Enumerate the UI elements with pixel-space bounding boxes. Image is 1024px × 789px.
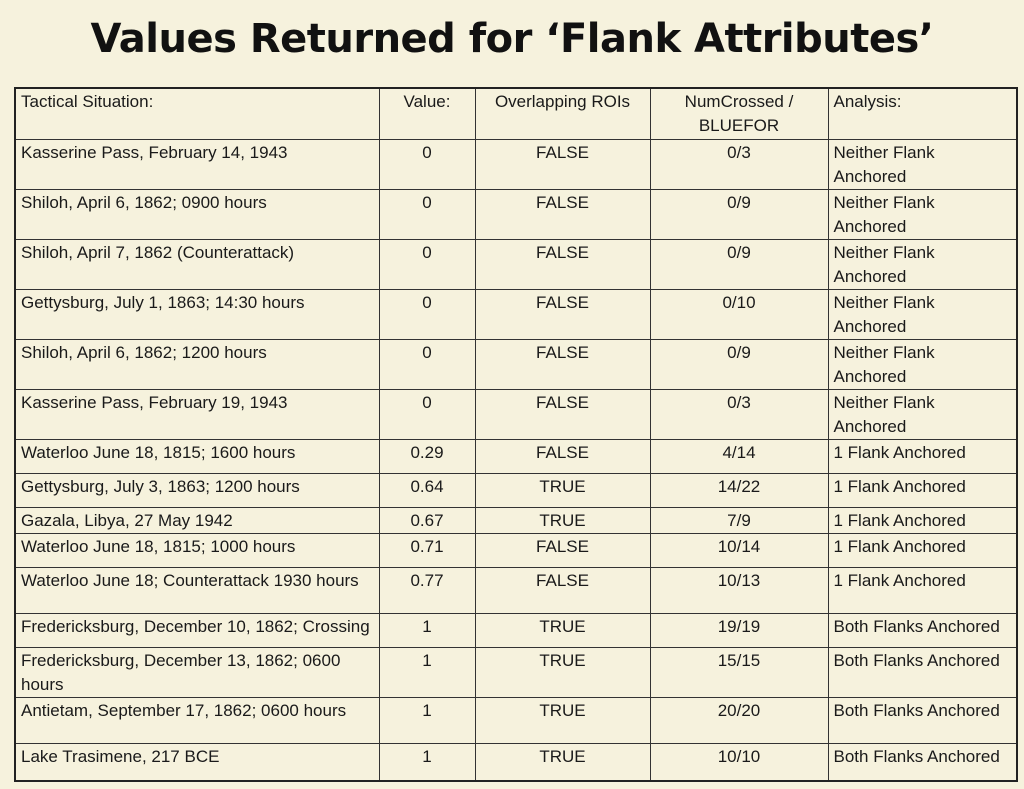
cell-overlapping-rois: FALSE xyxy=(474,238,651,290)
cell-numcrossed-bluefor: 10/10 xyxy=(649,742,829,782)
cell-analysis: Neither Flank Anchored xyxy=(827,238,1018,290)
table-row: Waterloo June 18, 1815; 1000 hours 0.71 FA… xyxy=(14,532,1018,568)
cell-overlapping-rois: FALSE xyxy=(474,388,651,440)
table-row: Waterloo June 18; Counterattack 1930 hou… xyxy=(14,566,1018,614)
cell-overlapping-rois: TRUE xyxy=(474,612,651,648)
cell-overlapping-rois: TRUE xyxy=(474,472,651,508)
cell-value: 0 xyxy=(378,188,476,240)
cell-analysis: Both Flanks Anchored xyxy=(827,646,1018,698)
cell-value: 0 xyxy=(378,288,476,340)
header-tactical-situation: Tactical Situation: xyxy=(14,87,380,140)
cell-analysis: Both Flanks Anchored xyxy=(827,696,1018,744)
cell-value: 0 xyxy=(378,238,476,290)
cell-overlapping-rois: FALSE xyxy=(474,338,651,390)
table-row: Kasserine Pass, February 19, 1943 0 FALSE 0… xyxy=(14,388,1018,440)
cell-numcrossed-bluefor: 19/19 xyxy=(649,612,829,648)
table-row: Kasserine Pass, February 14, 1943 0 FALSE 0… xyxy=(14,138,1018,190)
cell-analysis: Neither Flank Anchored xyxy=(827,338,1018,390)
cell-tactical-situation: Fredericksburg, December 10, 1862; Cross… xyxy=(14,612,380,648)
cell-value: 1 xyxy=(378,696,476,744)
cell-overlapping-rois: TRUE xyxy=(474,506,651,534)
cell-value: 0.71 xyxy=(378,532,476,568)
cell-value: 0.77 xyxy=(378,566,476,614)
cell-numcrossed-bluefor: 10/13 xyxy=(649,566,829,614)
header-overlapping-rois: Overlapping ROIs xyxy=(474,87,651,140)
cell-analysis: Neither Flank Anchored xyxy=(827,288,1018,340)
cell-numcrossed-bluefor: 0/3 xyxy=(649,388,829,440)
cell-numcrossed-bluefor: 20/20 xyxy=(649,696,829,744)
cell-tactical-situation: Shiloh, April 6, 1862; 1200 hours xyxy=(14,338,380,390)
cell-value: 0 xyxy=(378,338,476,390)
cell-numcrossed-bluefor: 0/9 xyxy=(649,188,829,240)
header-analysis: Analysis: xyxy=(827,87,1018,140)
table-row: Shiloh, April 6, 1862; 0900 hours 0 FALSE 0… xyxy=(14,188,1018,240)
cell-overlapping-rois: TRUE xyxy=(474,696,651,744)
cell-value: 0.29 xyxy=(378,438,476,474)
cell-tactical-situation: Antietam, September 17, 1862; 0600 hours xyxy=(14,696,380,744)
cell-tactical-situation: Gettysburg, July 1, 1863; 14:30 hours xyxy=(14,288,380,340)
cell-tactical-situation: Gazala, Libya, 27 May 1942 xyxy=(14,506,380,534)
cell-overlapping-rois: FALSE xyxy=(474,188,651,240)
flank-attributes-table: Tactical Situation: Value: Overlapping R… xyxy=(14,87,1018,782)
cell-analysis: Neither Flank Anchored xyxy=(827,388,1018,440)
cell-overlapping-rois: FALSE xyxy=(474,532,651,568)
cell-analysis: 1 Flank Anchored xyxy=(827,506,1018,534)
cell-tactical-situation: Fredericksburg, December 13, 1862; 0600 … xyxy=(14,646,380,698)
cell-tactical-situation: Waterloo June 18, 1815; 1000 hours xyxy=(14,532,380,568)
cell-numcrossed-bluefor: 4/14 xyxy=(649,438,829,474)
page-title: Values Returned for ‘Flank Attributes’ xyxy=(90,16,935,62)
cell-overlapping-rois: FALSE xyxy=(474,438,651,474)
table-row: Shiloh, April 7, 1862 (Counterattack) 0 FA… xyxy=(14,238,1018,290)
table-row: Fredericksburg, December 10, 1862; Cross… xyxy=(14,612,1018,648)
table-row: Gettysburg, July 1, 1863; 14:30 hours 0 FA… xyxy=(14,288,1018,340)
cell-numcrossed-bluefor: 10/14 xyxy=(649,532,829,568)
cell-overlapping-rois: TRUE xyxy=(474,646,651,698)
cell-analysis: 1 Flank Anchored xyxy=(827,472,1018,508)
cell-analysis: 1 Flank Anchored xyxy=(827,566,1018,614)
cell-tactical-situation: Waterloo June 18; Counterattack 1930 hou… xyxy=(14,566,380,614)
cell-overlapping-rois: TRUE xyxy=(474,742,651,782)
cell-tactical-situation: Kasserine Pass, February 19, 1943 xyxy=(14,388,380,440)
cell-value: 0 xyxy=(378,388,476,440)
cell-value: 1 xyxy=(378,612,476,648)
cell-tactical-situation: Waterloo June 18, 1815; 1600 hours xyxy=(14,438,380,474)
cell-overlapping-rois: FALSE xyxy=(474,566,651,614)
cell-tactical-situation: Shiloh, April 7, 1862 (Counterattack) xyxy=(14,238,380,290)
table-row: Gettysburg, July 3, 1863; 1200 hours 0.64… xyxy=(14,472,1018,508)
header-numcrossed-bluefor: NumCrossed / BLUEFOR xyxy=(649,87,829,140)
table-row: Antietam, September 17, 1862; 0600 hours… xyxy=(14,696,1018,744)
table-header-row: Tactical Situation: Value: Overlapping R… xyxy=(14,87,1018,140)
cell-value: 0 xyxy=(378,138,476,190)
cell-tactical-situation: Shiloh, April 6, 1862; 0900 hours xyxy=(14,188,380,240)
cell-tactical-situation: Gettysburg, July 3, 1863; 1200 hours xyxy=(14,472,380,508)
table-row: Shiloh, April 6, 1862; 1200 hours 0 FALSE 0… xyxy=(14,338,1018,390)
cell-numcrossed-bluefor: 0/10 xyxy=(649,288,829,340)
cell-analysis: Neither Flank Anchored xyxy=(827,138,1018,190)
header-value: Value: xyxy=(378,87,476,140)
cell-analysis: Both Flanks Anchored xyxy=(827,742,1018,782)
table-row: Gazala, Libya, 27 May 1942 0.67 TRUE 7/9 1 F… xyxy=(14,506,1018,534)
cell-numcrossed-bluefor: 14/22 xyxy=(649,472,829,508)
cell-analysis: Neither Flank Anchored xyxy=(827,188,1018,240)
table-row: Lake Trasimene, 217 BCE 1 TRUE 10/10 Both Fl… xyxy=(14,742,1018,782)
table-row: Waterloo June 18, 1815; 1600 hours 0.29 FA… xyxy=(14,438,1018,474)
table-row: Fredericksburg, December 13, 1862; 0600 … xyxy=(14,646,1018,698)
cell-numcrossed-bluefor: 0/9 xyxy=(649,338,829,390)
cell-analysis: 1 Flank Anchored xyxy=(827,438,1018,474)
cell-value: 1 xyxy=(378,646,476,698)
cell-value: 1 xyxy=(378,742,476,782)
cell-numcrossed-bluefor: 0/9 xyxy=(649,238,829,290)
cell-analysis: 1 Flank Anchored xyxy=(827,532,1018,568)
cell-value: 0.67 xyxy=(378,506,476,534)
cell-numcrossed-bluefor: 0/3 xyxy=(649,138,829,190)
cell-overlapping-rois: FALSE xyxy=(474,288,651,340)
cell-tactical-situation: Lake Trasimene, 217 BCE xyxy=(14,742,380,782)
cell-value: 0.64 xyxy=(378,472,476,508)
cell-tactical-situation: Kasserine Pass, February 14, 1943 xyxy=(14,138,380,190)
cell-numcrossed-bluefor: 7/9 xyxy=(649,506,829,534)
cell-analysis: Both Flanks Anchored xyxy=(827,612,1018,648)
cell-numcrossed-bluefor: 15/15 xyxy=(649,646,829,698)
cell-overlapping-rois: FALSE xyxy=(474,138,651,190)
